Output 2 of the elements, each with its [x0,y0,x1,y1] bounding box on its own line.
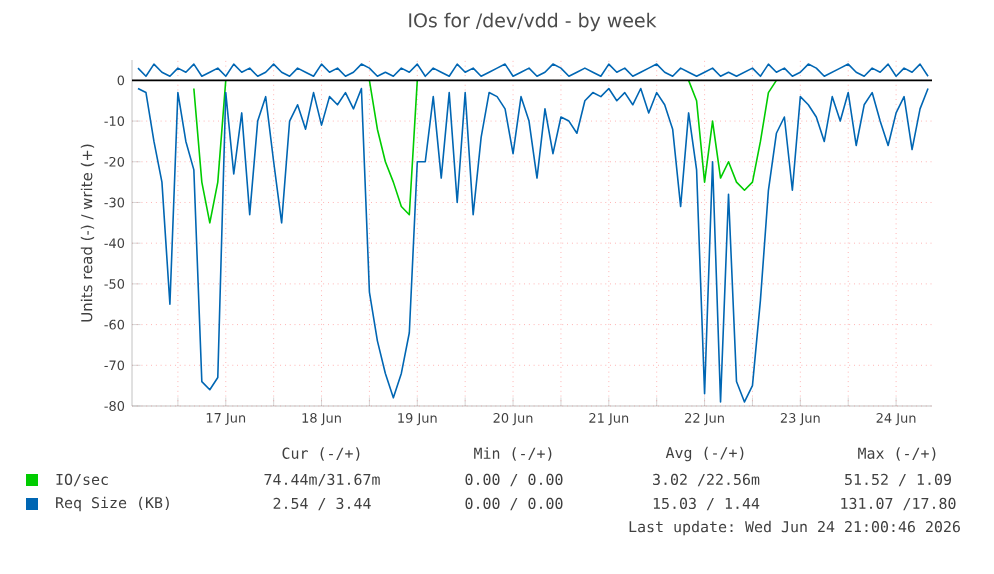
chart-title: IOs for /dev/vdd - by week [409,12,657,32]
line-series [137,87,929,403]
